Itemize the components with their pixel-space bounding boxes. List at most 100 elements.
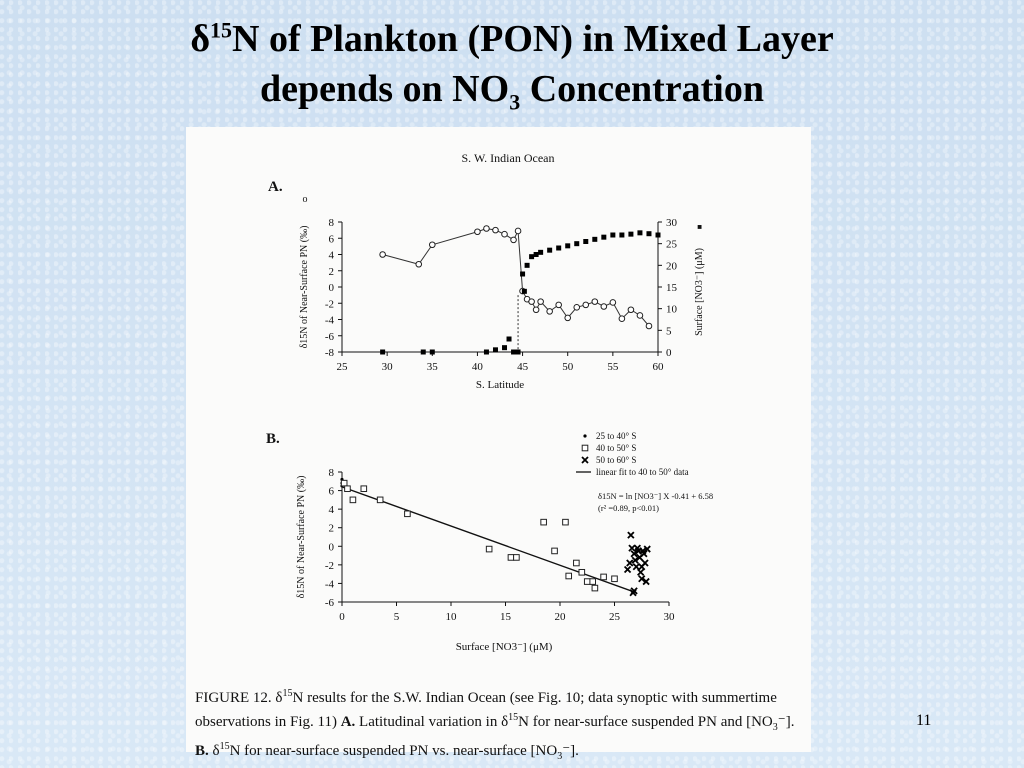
chart-a-point-open-circle bbox=[636, 312, 644, 319]
chart-b-y-label: δ15N of Near-Surface PN (‰) bbox=[296, 476, 307, 599]
chart-a-point-open-circle bbox=[618, 315, 626, 322]
chart-b-y-tick-label: 2 bbox=[329, 523, 335, 535]
chart-a-point-filled-square bbox=[583, 239, 589, 244]
chart-b-point-open-square bbox=[600, 573, 607, 581]
chart-a-point-open-circle bbox=[537, 298, 544, 305]
chart-b-fit-stats: (r² =0.89, p<0.01) bbox=[598, 503, 659, 513]
chart-a-point-open-circle bbox=[573, 304, 581, 311]
chart-b-point-open-square bbox=[562, 518, 569, 526]
chart-b-point-x bbox=[630, 550, 638, 558]
chart-b-point-open-square bbox=[360, 485, 368, 493]
chart-b-point-open-square bbox=[376, 496, 384, 504]
chart-a-series-line bbox=[382, 227, 650, 327]
chart-b-point-open-square bbox=[591, 584, 599, 592]
chart-a-x-tick-label: 40 bbox=[472, 361, 484, 373]
chart-a-point-filled-square bbox=[538, 249, 544, 255]
chart-a-y-label: δ15N of Near-Surface PN (‰) bbox=[299, 226, 310, 349]
title-superscript: 15 bbox=[210, 17, 233, 43]
chart-a-y-tick-label: 2 bbox=[329, 266, 335, 278]
chart-a-point-open-circle bbox=[483, 225, 490, 232]
caption-sub: 3 bbox=[772, 722, 778, 733]
chart-b-x-tick-label: 20 bbox=[555, 611, 567, 623]
chart-b-x-tick-label: 10 bbox=[446, 611, 458, 623]
chart-b-point-open-square bbox=[573, 559, 580, 567]
chart-a-panel-label: A. bbox=[268, 179, 283, 195]
chart-a-point-filled-square bbox=[628, 231, 634, 237]
chart-a-point-open-circle bbox=[627, 306, 635, 314]
title-subscript: 3 bbox=[509, 89, 521, 115]
caption-label-b: B. bbox=[195, 743, 209, 759]
chart-b-legend-label: 25 to 40° S bbox=[596, 431, 636, 441]
chart-a-point-open-circle bbox=[415, 260, 423, 268]
chart-a-point-filled-square bbox=[529, 254, 535, 260]
chart-a-x-tick-label: 35 bbox=[427, 361, 439, 373]
caption-sup: 15 bbox=[508, 712, 519, 723]
chart-a-y-tick-label: -4 bbox=[325, 315, 335, 327]
chart-b-point-open-square bbox=[340, 479, 348, 487]
chart-a-point-open-circle bbox=[582, 301, 590, 309]
slide-title-line1: δ15N of Plankton (PON) in Mixed Layer bbox=[0, 14, 1024, 64]
figure-charts: S. W. Indian OceanA.86420-2-4-6-83025201… bbox=[266, 151, 713, 653]
chart-b-x-tick-label: 0 bbox=[339, 611, 345, 623]
caption-label-a: A. bbox=[340, 714, 356, 730]
chart-b-legend-marker-open-square bbox=[581, 444, 589, 452]
chart-b-legend-marker-x bbox=[581, 456, 589, 464]
chart-a-point-open-circle bbox=[474, 228, 481, 236]
chart-a-point-filled-square bbox=[511, 349, 517, 355]
chart-a-point-filled-square bbox=[524, 262, 530, 268]
chart-a-point-filled-square bbox=[619, 232, 625, 238]
chart-b-point-x bbox=[642, 577, 650, 586]
caption-text: ⁻]. bbox=[777, 714, 795, 730]
chart-a-point-open-circle bbox=[546, 308, 553, 315]
chart-a-point-open-circle bbox=[600, 303, 608, 310]
chart-a-point-filled-square bbox=[601, 234, 607, 240]
slide-title: δ15N of Plankton (PON) in Mixed Layer de… bbox=[0, 14, 1024, 114]
chart-b-point-open-square bbox=[540, 518, 547, 526]
chart-b-point-open-square bbox=[565, 572, 573, 580]
chart-a-point-open-circle bbox=[645, 322, 653, 330]
chart-a-point-open-circle bbox=[501, 230, 508, 238]
chart-a-y2-tick-label: 30 bbox=[666, 217, 678, 229]
title-delta: δ bbox=[190, 18, 211, 60]
chart-a-y-tick-label: -8 bbox=[325, 347, 335, 359]
chart-a-point-open-circle bbox=[514, 227, 522, 235]
title-line1-text: N of Plankton (PON) in Mixed Layer bbox=[232, 18, 834, 60]
chart-a-point-filled-square bbox=[565, 243, 571, 249]
chart-a-point-filled-square bbox=[380, 349, 386, 355]
chart-a-point-open-circle bbox=[428, 241, 436, 249]
chart-b-point-x bbox=[631, 556, 639, 564]
chart-b-point-open-square bbox=[611, 575, 618, 583]
chart-a-point-open-circle bbox=[379, 251, 386, 258]
slide-title-line2: depends on NO3 Concentration bbox=[0, 64, 1024, 114]
chart-a-y2-label: Surface [NO3⁻] (μM) bbox=[694, 248, 705, 336]
chart-b-point-open-square bbox=[507, 554, 515, 561]
chart-a-point-filled-square bbox=[655, 232, 661, 238]
chart-a-point-filled-square bbox=[420, 349, 426, 355]
chart-a-point-open-circle bbox=[591, 298, 599, 305]
chart-a-y2-label-marker: ■ bbox=[695, 224, 704, 229]
chart-a-x-tick-label: 30 bbox=[382, 361, 394, 373]
chart-a-y2-tick-label: 15 bbox=[666, 282, 678, 294]
chart-a-x-tick-label: 55 bbox=[607, 361, 619, 373]
chart-a-y-label-marker: o bbox=[303, 194, 308, 205]
chart-a-point-filled-square bbox=[547, 247, 553, 253]
chart-b-y-tick-label: 8 bbox=[329, 467, 335, 479]
chart-b-legend-label: 50 to 60° S bbox=[596, 455, 636, 465]
chart-b-point-open-square bbox=[513, 554, 520, 561]
chart-a-y-tick-label: -2 bbox=[325, 298, 334, 310]
chart-b-point-open-square bbox=[578, 568, 586, 576]
chart-a-point-open-circle bbox=[564, 314, 572, 322]
chart-a-point-open-circle bbox=[532, 306, 540, 314]
chart-a-point-open-circle bbox=[510, 236, 517, 244]
chart-a-y-tick-label: 8 bbox=[329, 217, 335, 229]
chart-a-y2-tick-label: 5 bbox=[666, 325, 672, 337]
chart-a-point-filled-square bbox=[637, 230, 643, 236]
chart-b-point-x bbox=[632, 563, 640, 571]
chart-b-point-open-square bbox=[344, 485, 351, 493]
chart-a-title: S. W. Indian Ocean bbox=[462, 151, 555, 165]
chart-a-point-filled-square bbox=[521, 288, 527, 294]
caption-text: Latitudinal variation in δ bbox=[355, 714, 509, 730]
chart-b-point-open-square bbox=[551, 547, 558, 555]
chart-a-point-filled-square bbox=[533, 252, 539, 257]
caption-text: δ bbox=[208, 743, 220, 759]
